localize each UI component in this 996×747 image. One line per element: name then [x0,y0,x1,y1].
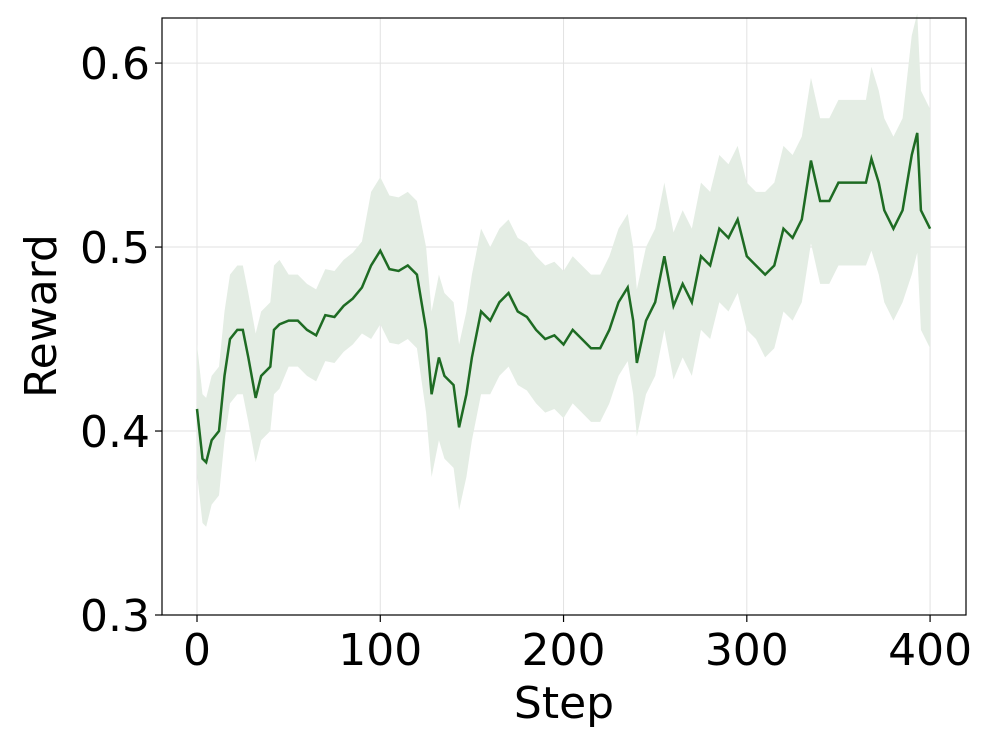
x-tick-label: 100 [338,625,422,676]
y-axis-label: Reward [16,234,67,398]
line [195,132,932,465]
x-tick-label: 0 [183,625,211,676]
x-axis-label: Step [514,678,614,729]
y-tick-label: 0.5 [80,223,150,274]
error-band [197,13,931,527]
x-tick-label: 300 [705,625,789,676]
x-tick-label: 400 [888,625,972,676]
y-tick-label: 0.3 [80,591,150,642]
y-tick-label: 0.4 [80,407,150,458]
y-tick-label: 0.6 [80,39,150,90]
x-tick-label: 200 [522,625,606,676]
plot-frame [161,17,967,616]
